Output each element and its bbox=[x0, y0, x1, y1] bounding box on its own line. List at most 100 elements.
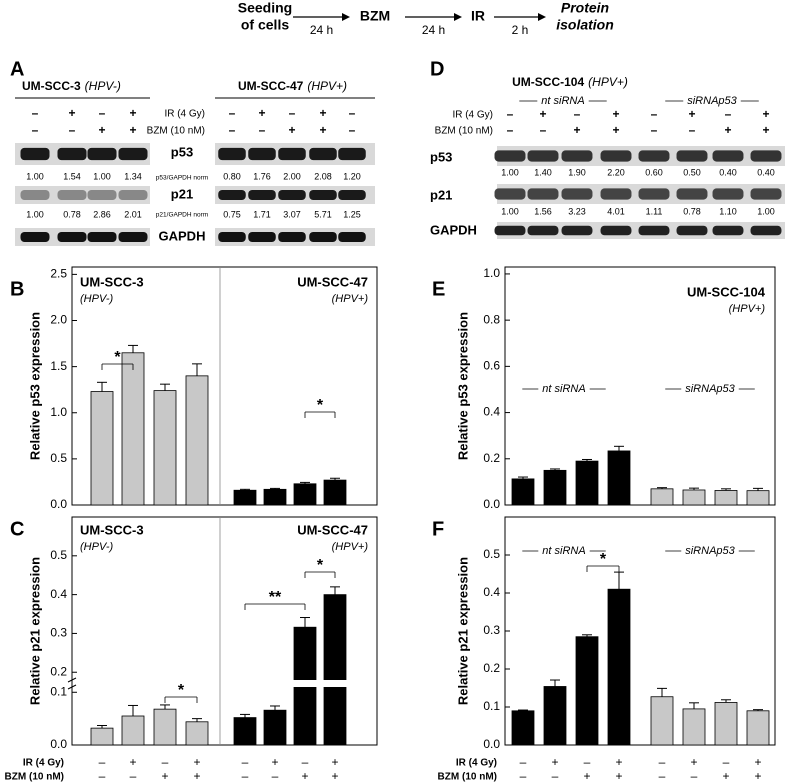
y-tick-label: 0.4 bbox=[483, 405, 500, 419]
annotation: (HPV-) bbox=[80, 541, 114, 553]
treatment-sign: – bbox=[507, 107, 514, 121]
treatment-label: IR (4 Gy) bbox=[452, 110, 493, 121]
treatment-sign: + bbox=[319, 123, 326, 137]
norm-value: 0.60 bbox=[645, 167, 663, 177]
y-axis-label: Relative p21 expression bbox=[455, 557, 470, 705]
treatment-sign: – bbox=[651, 107, 658, 121]
norm-value: 0.80 bbox=[223, 171, 241, 181]
treatment-sign: – bbox=[552, 769, 559, 783]
annotation: UM-SCC-104 bbox=[687, 284, 766, 299]
error-bar bbox=[689, 702, 699, 709]
bar bbox=[607, 450, 631, 506]
plot-frame bbox=[504, 266, 776, 506]
y-tick-label: 0.3 bbox=[483, 623, 500, 637]
treatment-label: BZM (10 nM) bbox=[435, 126, 493, 137]
bar bbox=[185, 375, 209, 506]
y-axis-label: Relative p53 expression bbox=[27, 312, 42, 460]
blot-band bbox=[638, 225, 670, 236]
workflow-step: BZM bbox=[360, 8, 390, 24]
treatment-sign: + bbox=[754, 769, 761, 783]
header-hpv: (HPV-) bbox=[85, 79, 121, 93]
blot-band bbox=[494, 225, 526, 236]
y-tick-label: 0.3 bbox=[50, 626, 67, 640]
error-bar bbox=[550, 468, 560, 471]
significance-label: * bbox=[317, 397, 324, 414]
treatment-sign: + bbox=[762, 123, 769, 137]
significance-label: * bbox=[114, 349, 121, 366]
treatment-sign: – bbox=[723, 755, 730, 769]
error-bar bbox=[128, 344, 138, 353]
error-bar bbox=[240, 488, 250, 491]
blot-band bbox=[527, 150, 559, 162]
treatment-sign: + bbox=[129, 755, 136, 769]
norm-value: 5.71 bbox=[314, 209, 332, 219]
norm-value: 1.76 bbox=[253, 171, 271, 181]
treatment-sign: + bbox=[539, 107, 546, 121]
treatment-sign: – bbox=[229, 123, 236, 137]
error-bar bbox=[721, 488, 731, 491]
treatment-sign: – bbox=[349, 106, 356, 120]
treatment-sign: – bbox=[520, 769, 527, 783]
significance-label: * bbox=[178, 682, 185, 699]
blot-band bbox=[600, 188, 632, 200]
treatment-sign: – bbox=[130, 769, 137, 783]
error-bar bbox=[270, 487, 280, 490]
header: UM-SCC-47 (HPV+) bbox=[238, 79, 347, 93]
bar bbox=[121, 715, 145, 746]
bar bbox=[233, 489, 257, 506]
panel-letter: E bbox=[432, 278, 445, 300]
y-tick-label: 1.5 bbox=[50, 359, 67, 373]
treatment-sign: + bbox=[161, 769, 168, 783]
bar bbox=[746, 710, 770, 746]
blot-band bbox=[750, 225, 782, 236]
norm-value: 1.54 bbox=[63, 171, 81, 181]
axis-break-mark bbox=[67, 684, 77, 690]
bar bbox=[233, 717, 257, 746]
norm-value: 1.00 bbox=[757, 206, 775, 216]
y-tick-label: 0.8 bbox=[483, 312, 500, 326]
blot-band bbox=[278, 231, 306, 243]
norm-value: 0.50 bbox=[683, 167, 701, 177]
y-tick-label: 0.5 bbox=[50, 451, 67, 465]
error-bar bbox=[582, 458, 592, 462]
workflow-step: IR bbox=[471, 8, 485, 24]
blot-band bbox=[600, 150, 632, 162]
bar bbox=[293, 483, 317, 506]
blot-band bbox=[118, 231, 148, 243]
treatment-sign: – bbox=[651, 123, 658, 137]
treatment-sign: + bbox=[688, 107, 695, 121]
bar bbox=[575, 460, 599, 506]
y-tick-label: 0.2 bbox=[483, 661, 500, 675]
norm-label: p21/GAPDH norm bbox=[156, 212, 208, 219]
arrow-head bbox=[342, 13, 350, 21]
treatment-sign: – bbox=[272, 769, 279, 783]
treatment-sign: + bbox=[319, 106, 326, 120]
treatment-sign: – bbox=[242, 769, 249, 783]
blot-band bbox=[278, 189, 306, 201]
panel-letter: A bbox=[10, 58, 24, 80]
blot-band bbox=[494, 188, 526, 200]
bar bbox=[543, 686, 567, 746]
norm-value: 0.75 bbox=[223, 209, 241, 219]
norm-value: 1.20 bbox=[343, 171, 361, 181]
treatment-sign: – bbox=[659, 755, 666, 769]
treatment-sign: – bbox=[689, 123, 696, 137]
norm-value: 1.00 bbox=[93, 171, 111, 181]
error-bar bbox=[300, 481, 310, 484]
group-label: nt siRNA bbox=[541, 95, 584, 107]
treatment-sign: + bbox=[129, 123, 136, 137]
treatment-sign: + bbox=[724, 123, 731, 137]
norm-value: 1.10 bbox=[719, 206, 737, 216]
blot-band bbox=[218, 189, 246, 201]
error-bar bbox=[753, 709, 763, 711]
treatment-sign: – bbox=[349, 123, 356, 137]
norm-value: 2.20 bbox=[607, 167, 625, 177]
error-bar bbox=[97, 724, 107, 729]
treatment-label: BZM (10 nM) bbox=[438, 772, 497, 783]
bar bbox=[575, 636, 599, 746]
error-bar bbox=[550, 679, 560, 687]
blot-band bbox=[338, 147, 366, 161]
bar bbox=[682, 708, 706, 746]
y-tick-label: 2.0 bbox=[50, 313, 67, 327]
treatment-sign: – bbox=[289, 106, 296, 120]
